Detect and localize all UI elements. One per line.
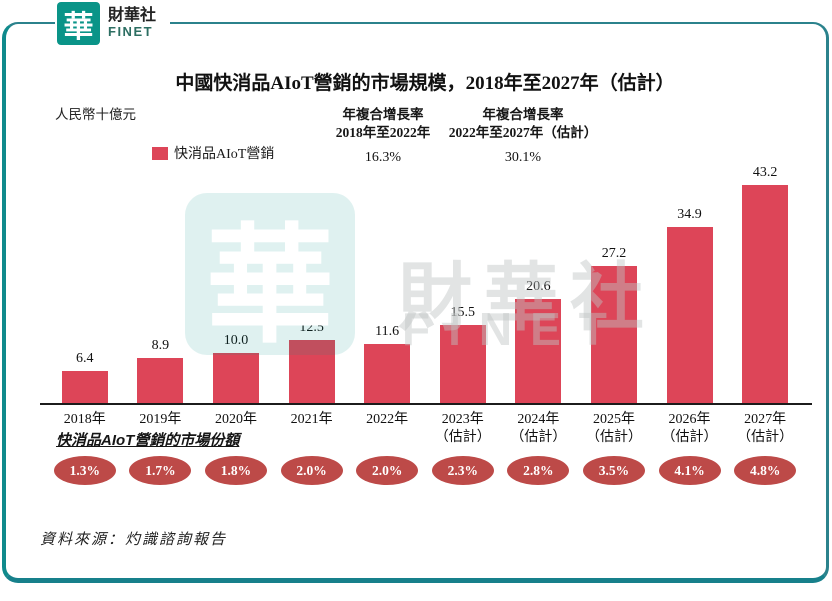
bar-column: 34.9 [652,165,728,403]
bar [515,299,562,403]
bar [61,371,108,403]
bar-column: 15.5 [425,165,501,403]
market-share-badge: 4.1% [658,456,721,485]
market-share-badge: 3.5% [582,456,645,485]
brand-header: 華 財華社 FINET [55,2,171,47]
bar-value-label: 27.2 [601,246,627,261]
market-share-heading: 快消品AIoT營銷的市場份額 [56,432,240,449]
market-share-cell: 4.8% [727,456,803,485]
bar [364,344,411,403]
bar-value-label: 43.2 [752,165,778,180]
bar-column: 12.5 [274,165,350,403]
brand-name-en: FINET [108,23,154,39]
bar-value-label: 10.0 [223,333,249,348]
market-share-badge: 2.8% [507,456,570,485]
x-axis-tick-label: 2022年 [366,412,409,427]
bar-column: 6.4 [47,165,123,403]
market-share-cell: 2.0% [274,456,350,485]
unit-label: 人民幣十億元 [55,107,136,122]
bar-value-label: 8.9 [151,338,170,353]
market-share-badge: 2.3% [431,456,494,485]
cagr-label: 年複合增長率 [482,107,564,122]
bar-column: 8.9 [123,165,199,403]
market-share-cell: 2.0% [349,456,425,485]
market-share-cell: 2.8% [501,456,577,485]
market-share-cell: 3.5% [576,456,652,485]
source-note: 資料來源：灼識諮詢報告 [40,532,228,548]
bar-column: 20.6 [501,165,577,403]
bar [212,353,259,403]
market-share-badge: 2.0% [280,456,343,485]
cagr-block-2022-2027: 年複合增長率 2022年至2027年（估計） 30.1% [425,106,621,167]
brand-text: 財華社 FINET [108,2,156,38]
market-share-cell: 1.8% [198,456,274,485]
market-share-cell: 2.3% [425,456,501,485]
cagr-value: 16.3% [364,150,402,165]
bar-column: 43.2 [727,165,803,403]
x-axis-tick-label: 2020年 [214,412,257,427]
bar-chart: 6.4 8.9 10.0 12.5 11.6 15.5 20.6 27.2 34.9 43.2 [47,165,803,403]
x-axis-line [40,403,812,405]
market-share-cell: 1.7% [123,456,199,485]
x-axis-tick-label: 2023年 （估計） [434,412,491,445]
x-axis-tick-label: 2026年 （估計） [661,412,718,445]
market-share-badge: 1.3% [53,456,116,485]
bar [590,266,637,403]
legend-swatch [152,146,168,160]
x-axis-tick-label: 2027年 （估計） [737,412,794,445]
market-share-cell: 1.3% [47,456,123,485]
cagr-period: 2022年至2027年（估計） [448,125,598,140]
cagr-label: 年複合增長率 [342,107,424,122]
x-axis-labels: 2018年 2019年 2020年 2021年 2022年 2023年 （估計） 2024年（… [47,411,803,447]
bar-column: 11.6 [349,165,425,403]
x-axis-tick-label: 2025年 （估計） [585,412,642,445]
bar-value-label: 11.6 [375,324,400,339]
bar-value-label: 15.5 [450,305,476,320]
bar-value-label: 6.4 [76,351,94,366]
market-share-badge: 4.8% [734,456,797,485]
x-axis-tick-label: 2024年 （估計） [510,412,567,445]
logo-glyph: 華 [63,10,94,44]
x-axis-tick-label: 2018年 [63,412,106,427]
market-share-badge: 1.8% [204,456,267,485]
bar-value-label: 20.6 [526,279,551,294]
bar [666,227,713,403]
bar [742,185,789,403]
market-share-badge: 2.0% [356,456,419,485]
bar [288,340,335,403]
market-share-badge: 1.7% [129,456,192,485]
cagr-period: 2018年至2022年 [335,125,431,140]
brand-name-zh: 財華社 [108,7,157,24]
bar-value-label: 12.5 [299,320,324,335]
bar-value-label: 34.9 [677,207,702,222]
x-axis-tick-label: 2019年 [139,412,182,427]
x-axis-tick-label: 2021年 [290,412,333,427]
bar [137,358,184,403]
cagr-block-2018-2022: 年複合增長率 2018年至2022年 16.3% [300,106,466,167]
bar-column: 27.2 [576,165,652,403]
bar [439,325,486,403]
legend: 快消品AIoT營銷 [152,143,274,163]
chart-title: 中國快消品AIoT營銷的市場規模，2018年至2027年（估計） [175,72,675,94]
market-share-row: 1.3% 1.7% 1.8% 2.0% 2.0% 2.3% 2.8% 3.5% 4.1% 4.8% [47,456,803,485]
finet-logo-icon: 華 [57,2,100,45]
cagr-value: 30.1% [504,150,542,165]
market-share-cell: 4.1% [652,456,728,485]
legend-label: 快消品AIoT營銷 [174,147,275,162]
bar-column: 10.0 [198,165,274,403]
